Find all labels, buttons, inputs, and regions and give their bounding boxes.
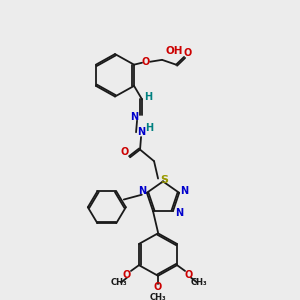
Text: H: H [145, 123, 153, 134]
Text: O: O [185, 270, 193, 280]
Text: O: O [123, 270, 131, 280]
Text: O: O [142, 57, 150, 67]
Text: N: N [175, 208, 183, 218]
Text: N: N [130, 112, 138, 122]
Text: O: O [154, 282, 162, 292]
Text: N: N [138, 186, 146, 196]
Text: S: S [160, 176, 168, 185]
Text: CH₃: CH₃ [150, 292, 166, 300]
Text: N: N [180, 186, 188, 196]
Text: H: H [144, 92, 152, 103]
Text: CH₃: CH₃ [111, 278, 127, 287]
Text: O: O [121, 148, 129, 158]
Text: N: N [137, 127, 145, 137]
Text: O: O [184, 48, 192, 58]
Text: CH₃: CH₃ [191, 278, 207, 287]
Text: OH: OH [165, 46, 183, 56]
